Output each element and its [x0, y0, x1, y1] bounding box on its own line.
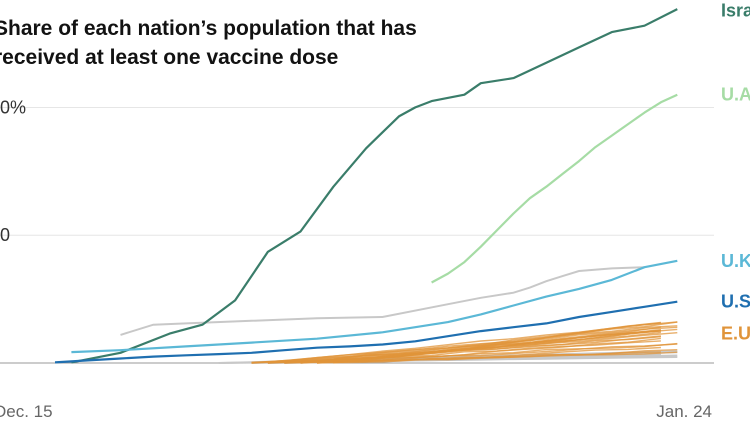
- series-line-us: [54, 300, 678, 364]
- eu-member-line: [333, 337, 661, 363]
- x-tick-label: Dec. 15: [0, 402, 53, 421]
- series-label-eu: E.U.: [721, 324, 750, 344]
- series-line-israel: [71, 8, 678, 364]
- series-label-uk: U.K.: [721, 251, 750, 271]
- eu-member-line: [251, 325, 678, 364]
- series-label-uae: U.A.E.: [721, 85, 750, 105]
- chart-title: Share of each nation’s population that h…: [0, 17, 417, 69]
- y-tick-label: 20%: [0, 97, 26, 117]
- series-label-israel: Israel: [721, 0, 750, 20]
- eu-member-line: [300, 330, 661, 363]
- eu-member-line: [316, 349, 678, 364]
- x-tick-label: Jan. 24: [656, 402, 712, 421]
- eu-member-line: [267, 335, 661, 364]
- eu-member-line: [251, 326, 678, 363]
- series-label-us: U.S.: [721, 292, 750, 312]
- background-country-line: [120, 266, 645, 336]
- y-tick-label: 10: [0, 225, 10, 245]
- eu-member-line: [284, 321, 678, 364]
- series-line-uk: [71, 259, 678, 354]
- series-line-uae: [431, 93, 678, 284]
